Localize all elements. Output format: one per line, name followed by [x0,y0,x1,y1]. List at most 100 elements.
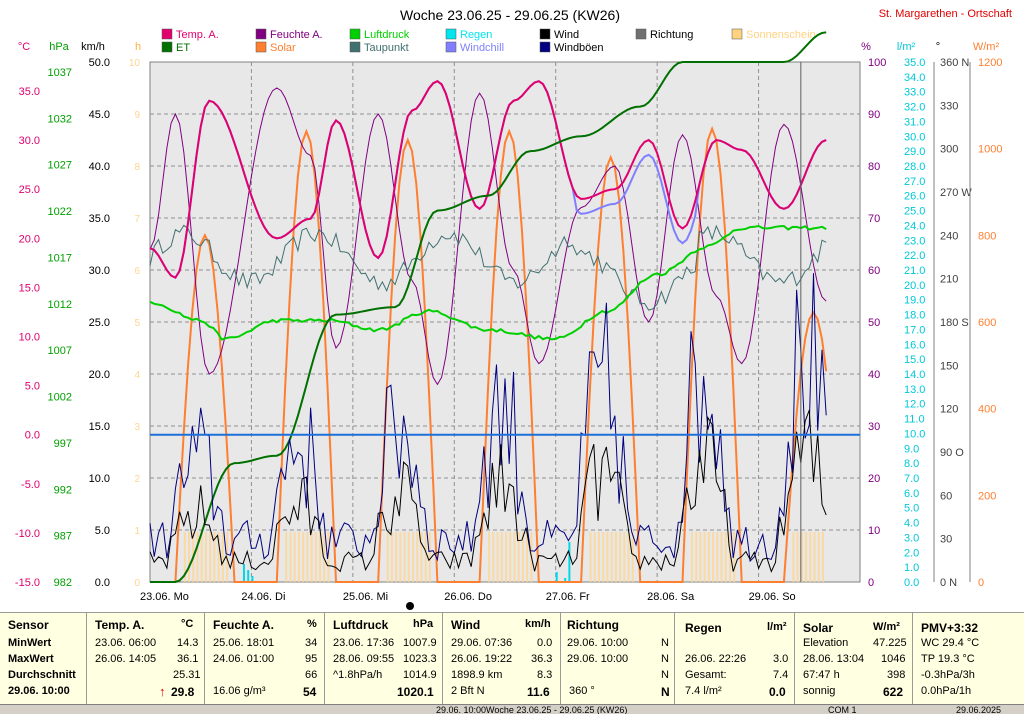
pct-tick: 50 [868,317,880,329]
sunshine-bar [390,532,393,582]
unit-label-right: l/m² [897,41,916,53]
unit-label-right: W/m² [973,41,1000,53]
temp-tick: -15.0 [15,577,40,589]
press-max-value: 1023.3 [403,653,437,665]
rain-tick: 9.0 [904,443,919,455]
weather-chart[interactable]: Woche 23.06.25 - 29.06.25 (KW26) St. Marg… [0,0,1024,612]
temp-tick: -5.0 [21,479,40,491]
pmv-press-1h: 0.0hPa/1h [921,685,972,697]
wm2-tick: 1000 [978,144,1002,156]
sunshine-bar [521,532,524,582]
dir-min-value: N [661,637,669,649]
sunshine-bar [817,532,820,582]
pct-tick: 90 [868,109,880,121]
solar-max-value: 1046 [881,653,906,665]
rain-bar [555,572,558,582]
hours-tick: 1 [134,526,140,537]
sunshine-bar [412,532,415,582]
status-time: 29.06. 10:00 [436,705,487,714]
day-label: 24.06. Di [241,591,285,603]
hpa-tick: 1022 [48,206,72,218]
series-dewpoint [149,224,827,311]
unit-label-left: km/h [81,41,105,53]
dir-max-time: 29.06. 10:00 [567,653,629,665]
sunshine-bar [720,532,723,582]
rain-unit: l/m² [767,621,787,633]
sunshine-bar [589,532,592,582]
sunshine-bar [619,532,622,582]
sunshine-bar [821,532,824,582]
rain-tick: 16.0 [904,339,925,351]
rain-bar [247,570,250,582]
kmh-tick: 45.0 [89,109,110,121]
wind-unit: km/h [525,618,551,630]
temp-tick: 30.0 [19,135,40,147]
legend-label: Regen [460,29,492,41]
sunshine-bar [314,532,317,582]
sunshine-bar [631,532,634,582]
sunshine-bar [716,532,719,582]
status-port: COM 1 [828,705,857,714]
sunshine-bar [302,532,305,582]
temp-tick: 25.0 [19,184,40,196]
hours-tick: 2 [134,474,140,485]
rain-tick: 30.0 [904,131,925,143]
status-date: 29.06.2025 [956,705,1002,714]
sunshine-bar [403,532,406,582]
sunshine-bar [699,532,702,582]
sunshine-bar [424,532,427,582]
sunshine-bar [509,532,512,582]
rain-tick: 2.0 [904,547,919,559]
wm2-tick: 0 [978,577,984,589]
legend-swatch [539,28,551,40]
summary-col-direction: Richtung 29.06. 10:00 N 29.06. 10:00 N N… [560,613,675,705]
temp-max-value: 36.1 [177,653,199,665]
sunshine-bar [306,532,309,582]
hours-tick: 5 [134,318,140,329]
legend-swatch [731,28,743,40]
wind-min-value: 0.0 [537,637,553,649]
rain-tick: 22.0 [904,250,925,262]
day-label: 28.06. Sa [647,591,695,603]
rain-max-value: 3.0 [773,653,789,665]
wind-min-time: 29.06. 07:36 [451,637,513,649]
sunshine-bar [690,532,693,582]
summary-col-temp: Temp. A. °C 23.06. 06:00 14.3 26.06. 14:… [86,613,205,705]
day-label: 25.06. Mi [343,591,388,603]
sunshine-bar [293,532,296,582]
sunshine-bar [285,532,288,582]
rain-tick: 8.0 [904,458,919,470]
trend-up-icon: ↑ [159,684,166,699]
day-label: 27.06. Fr [546,591,590,603]
summary-col-sensor: Sensor MinWert MaxWert Durchschnitt 29.0… [0,613,86,705]
temp-min-time: 23.06. 06:00 [95,637,157,649]
hum-absolute: 16.06 g/m³ [213,685,266,697]
pct-tick: 70 [868,213,880,225]
rain-tick: 19.0 [904,295,925,307]
summary-col-wind: Wind km/h 29.06. 07:36 0.0 26.06. 19:22 … [442,613,561,705]
solar-sun-hours: 67:47 h [803,669,840,681]
deg-tick: 90 O [940,447,964,459]
pct-tick: 10 [868,525,880,537]
wm2-tick: 800 [978,230,996,242]
rain-tick: 23.0 [904,235,925,247]
unit-label-right: % [861,41,871,53]
sunshine-bar [606,532,609,582]
legend-label: Luftdruck [364,29,410,41]
legend-swatch [349,28,361,40]
temp-max-time: 26.06. 14:05 [95,653,157,665]
legend-label: Taupunkt [364,42,409,54]
hum-max-time: 24.06. 01:00 [213,653,275,665]
status-bar: 29.06. 10:00 Woche 23.06.25 - 29.06.25 (… [0,704,1024,714]
rain-current-value: 0.0 [769,685,786,699]
legend-label: Windböen [554,42,604,54]
rain-tick: 14.0 [904,369,925,381]
row-min-label: MinWert [8,637,52,649]
wind-avg-value: 8.3 [537,669,553,681]
hpa-tick: 992 [54,484,72,496]
sunshine-bar [805,532,808,582]
sunshine-bar [310,532,313,582]
solar-header: Solar [803,621,834,635]
wm2-tick: 1200 [978,57,1002,69]
press-min-value: 1007.9 [403,637,437,649]
